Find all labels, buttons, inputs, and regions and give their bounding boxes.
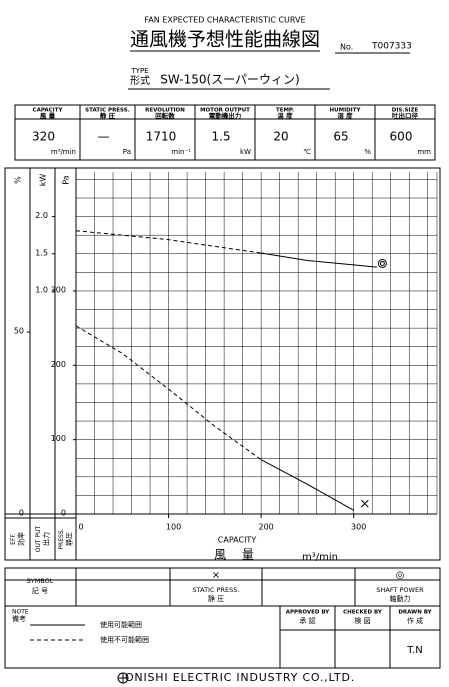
x-tick-label: 200: [258, 523, 273, 532]
spec-header-en: REVOLUTION: [145, 108, 185, 114]
symbol-en: STATIC PRESS.: [193, 586, 240, 594]
spec-value: 1710: [146, 130, 177, 144]
curve: [75, 230, 262, 254]
symbol-en: SHAFT POWER: [376, 586, 424, 594]
x-tick-label: 0: [78, 523, 83, 532]
drawing-number: T007333: [371, 42, 412, 52]
title-ja: 通風機予想性能曲線図: [130, 29, 320, 51]
approval-en: DRAWN BY: [398, 610, 432, 616]
spec-header-ja: 湿 度: [337, 111, 353, 120]
axis-title-en: EFF.: [10, 533, 17, 545]
spec-table: [14, 104, 436, 161]
approval-en: APPROVED BY: [286, 610, 330, 616]
note-label-ja: 備考: [12, 614, 26, 623]
spec-unit: Pa: [123, 148, 131, 156]
spec-value: 320: [32, 130, 55, 144]
spec-header-ja: 風 量: [40, 111, 56, 120]
axis-title-ja: 効率: [17, 532, 26, 546]
title-en: FAN EXPECTED CHARACTERISTIC CURVE: [144, 16, 305, 25]
spec-unit: %: [364, 148, 371, 156]
spec-header-ja: 回転数: [155, 111, 175, 120]
type-label-ja: 形式: [130, 74, 150, 87]
symbol-ja: 軸動力: [390, 594, 411, 603]
note-solid-text: 使用可能範囲: [100, 620, 142, 629]
spec-header-ja: 温 度: [277, 111, 293, 120]
y-tick-label: 0: [61, 509, 66, 518]
spec-value: 1.5: [211, 130, 230, 144]
company-name: ONISHI ELECTRIC INDUSTRY CO.,LTD.: [125, 671, 355, 684]
symbol-mark: ×: [212, 570, 220, 581]
spec-header-ja: 吐出口径: [392, 111, 419, 120]
marker-stroke: [360, 499, 369, 508]
spec-unit: kW: [240, 148, 251, 156]
y-tick-label: 0: [19, 509, 24, 518]
spec-value: —: [98, 130, 110, 144]
approval-ja: 承 認: [299, 616, 315, 625]
curve: [260, 459, 354, 511]
point-marker: [360, 499, 369, 508]
spec-unit: mm: [417, 148, 431, 156]
marker-ring: [379, 260, 385, 266]
curve: [261, 252, 377, 268]
x-tick-label: 100: [166, 523, 181, 532]
spec-header-en: HUMIDITY: [330, 108, 362, 114]
x-axis-unit: m³/min: [302, 552, 338, 563]
spec-header-en: MOTOR OUTPUT: [200, 108, 250, 114]
approval-ja: 作 成: [407, 616, 423, 625]
approval-ja: 検 図: [354, 616, 370, 625]
axis-unit-label: Pa: [62, 175, 71, 184]
axis-unit-label: %: [14, 176, 23, 184]
y-tick-label: 2.0: [35, 211, 48, 220]
y-tick-label: 50: [14, 327, 24, 336]
approval-en: CHECKED BY: [343, 610, 383, 616]
symbol-label-ja: 記 号: [32, 586, 48, 595]
note-dashed-text: 使用不可能範囲: [100, 635, 149, 644]
spec-value: 600: [390, 130, 413, 144]
type-value: SW-150(スーパーウィン): [160, 73, 299, 87]
no-label: No.: [340, 43, 353, 52]
spec-value: 20: [273, 130, 288, 144]
x-axis-label-en: CAPACITY: [218, 536, 257, 545]
axis-title-ja: 出力: [42, 532, 51, 546]
spec-header-en: DIS.SIZE: [392, 108, 419, 114]
y-tick-label: 300: [51, 285, 66, 294]
spec-header-en: TEMP.: [276, 108, 294, 114]
y-tick-label: 200: [51, 360, 66, 369]
marker-ring: [377, 258, 387, 268]
spec-unit: min⁻¹: [171, 148, 191, 156]
company-logo: [117, 672, 129, 684]
spec-unit: ℃: [303, 148, 311, 156]
spec-header-en: CAPACITY: [33, 108, 64, 114]
chart-frame: [4, 167, 441, 561]
spec-value: 65: [333, 130, 348, 144]
point-marker: [377, 258, 387, 268]
note-label-en: NOTE: [12, 609, 29, 616]
y-tick-label: 1.5: [35, 248, 48, 257]
y-tick-label: 1.0: [35, 285, 48, 294]
symbol-mark: ◎: [396, 570, 405, 581]
approval-name: T.N: [406, 645, 423, 656]
axis-unit-label: kW: [39, 174, 48, 187]
notes-table: [4, 605, 441, 669]
curve: [75, 325, 262, 461]
symbol-label-en: SYMBOL: [27, 577, 54, 585]
axis-title-ja: 静圧: [65, 532, 74, 546]
type-label-en: TYPE: [130, 67, 148, 75]
axis-title-en: PRESS.: [58, 528, 65, 549]
symbol-ja: 静 圧: [208, 594, 224, 603]
x-axis-label-ja: 風 量: [214, 548, 260, 562]
spec-header-ja: 電動機出力: [209, 111, 242, 120]
axis-title-en: OUT PUT: [35, 525, 42, 552]
x-tick-label: 300: [351, 523, 366, 532]
spec-header-ja: 静 圧: [100, 111, 116, 120]
y-tick-label: 100: [51, 434, 66, 443]
spec-header-en: STATIC PRESS.: [85, 108, 130, 114]
spec-unit: m³/min: [51, 148, 76, 156]
